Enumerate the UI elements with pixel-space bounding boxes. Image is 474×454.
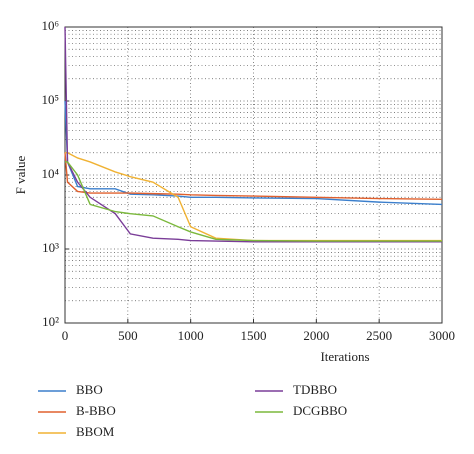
legend-label: BBO: [76, 382, 103, 397]
x-tick-label: 0: [62, 328, 69, 343]
legend-label: BBOM: [76, 424, 115, 439]
legend-label: B-BBO: [76, 403, 116, 418]
y-axis-label: F value: [13, 155, 28, 194]
plot-frame: [64, 26, 443, 324]
series-line: [64, 100, 443, 206]
x-tick-label: 2500: [366, 328, 392, 343]
x-tick-label: 2000: [303, 328, 329, 343]
x-tick-label: 1500: [241, 328, 267, 343]
series-line: [64, 26, 442, 243]
y-tick-label: 10⁶: [41, 18, 59, 33]
legend-label: DCGBBO: [293, 403, 347, 418]
x-tick-label: 3000: [429, 328, 455, 343]
x-tick-label: 1000: [178, 328, 204, 343]
y-tick-label: 10³: [42, 240, 59, 255]
y-tick-label: 10²: [42, 314, 59, 329]
y-tick-label: 10⁵: [41, 92, 59, 107]
series-line: [64, 152, 443, 200]
x-axis-label: Iterations: [320, 349, 369, 364]
series-line: [65, 161, 442, 242]
y-tick-label: 10⁴: [41, 166, 59, 181]
legend-label: TDBBO: [293, 382, 337, 397]
x-tick-label: 500: [118, 328, 138, 343]
